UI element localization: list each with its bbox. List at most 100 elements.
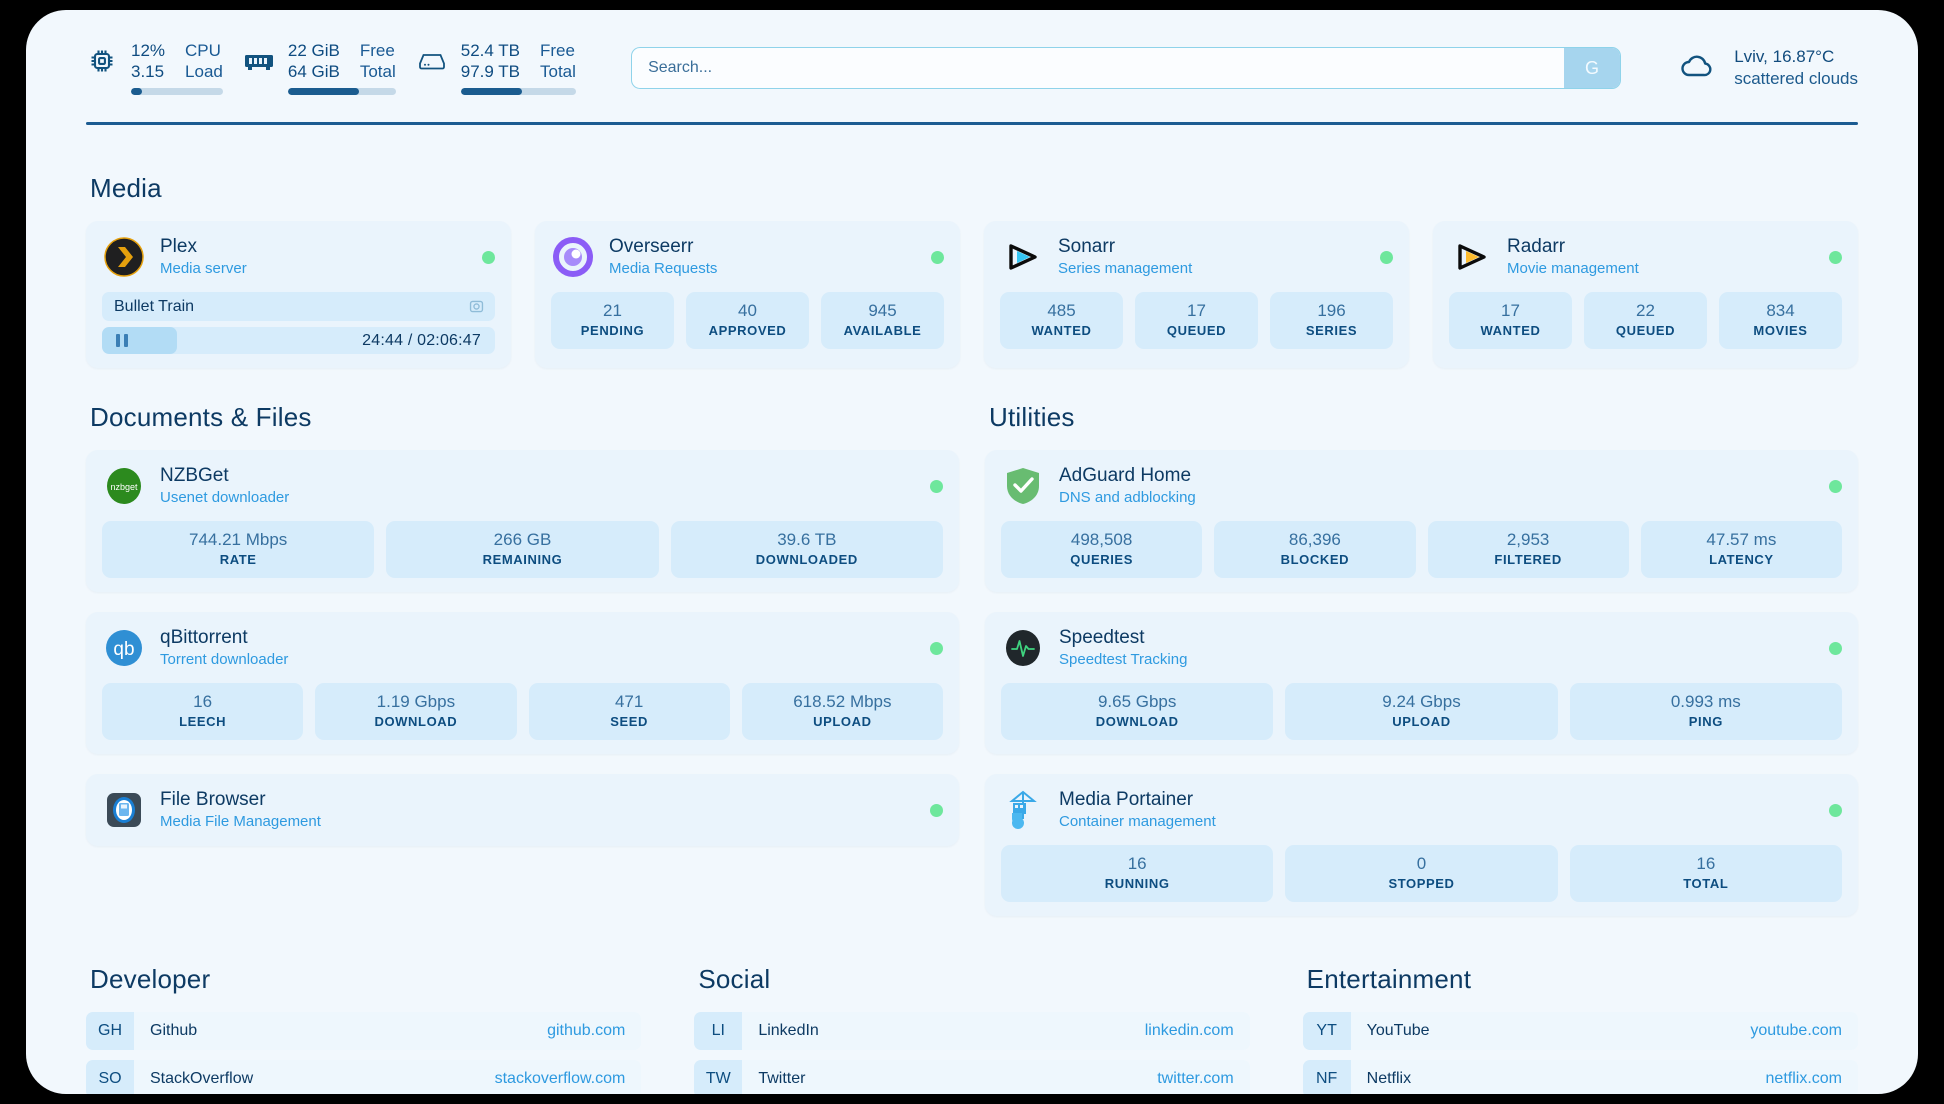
stat-tile: 9.65 Gbps DOWNLOAD (1001, 683, 1274, 740)
bookmark-item[interactable]: TW Twitter twitter.com (694, 1060, 1250, 1094)
stat-row: 744.21 Mbps RATE 266 GB REMAINING 39.6 T… (102, 521, 943, 578)
stat-label: WANTED (1480, 323, 1541, 338)
cast-icon[interactable] (468, 298, 485, 315)
bookmark-url: youtube.com (1750, 1022, 1842, 1039)
search-input[interactable] (632, 48, 1565, 88)
service-card-overseerr[interactable]: Overseerr Media Requests 21 PENDING 40 A… (535, 221, 960, 368)
bookmark-url: netflix.com (1765, 1070, 1842, 1087)
bookmark-item[interactable]: YT YouTube youtube.com (1302, 1012, 1858, 1050)
now-playing-progress[interactable]: 24:44 / 02:06:47 (102, 327, 495, 354)
stat-row: 16 LEECH 1.19 Gbps DOWNLOAD 471 SEED (102, 683, 943, 740)
service-name: File Browser (160, 789, 266, 810)
stat-label: MOVIES (1753, 323, 1808, 338)
service-card-file-browser[interactable]: File Browser Media File Management (86, 774, 959, 846)
stat-value: 16 (1127, 854, 1147, 873)
stat-value: 22 (1636, 301, 1655, 320)
service-subtitle: Container management (1059, 813, 1216, 830)
service-subtitle: DNS and adblocking (1059, 489, 1196, 506)
stat-label: PENDING (580, 323, 645, 338)
stat-label: DOWNLOAD (374, 714, 458, 729)
service-subtitle: Media server (160, 260, 247, 277)
bookmark-name: Netflix (1366, 1070, 1412, 1087)
bookmark-item[interactable]: SO StackOverflow stackoverflow.com (86, 1060, 642, 1094)
bookmark-name: Twitter (758, 1070, 806, 1087)
stat-value: 40 (738, 301, 757, 320)
svg-text:qb: qb (113, 639, 134, 660)
filebrowser-icon (102, 788, 146, 832)
weather-widget: Lviv, 16.87°C scattered clouds (1676, 46, 1858, 90)
stat-tile: 618.52 Mbps UPLOAD (741, 683, 943, 740)
stat-value: 618.52 Mbps (793, 692, 892, 711)
status-badge (1829, 641, 1842, 655)
pause-icon[interactable] (116, 334, 128, 347)
stat-value: 2,953 (1506, 530, 1550, 549)
bookmark-item[interactable]: NF Netflix netflix.com (1302, 1060, 1858, 1094)
stat-tile: 0.993 ms PING (1569, 683, 1842, 740)
search-area: G (576, 47, 1676, 89)
stat-label: QUEUED (1615, 323, 1676, 338)
bookmark-abbr: TW (694, 1060, 743, 1094)
utilities-column: Utilities AdGuard Home (985, 368, 1858, 916)
cloud-icon (1676, 50, 1718, 87)
now-playing-time: 24:44 / 02:06:47 (362, 331, 481, 349)
status-badge (930, 479, 943, 493)
service-card-speedtest[interactable]: Speedtest Speedtest Tracking 9.65 Gbps D… (985, 612, 1858, 754)
service-name: Media Portainer (1059, 789, 1194, 810)
svg-text:nzbget: nzbget (110, 482, 138, 492)
stat-label: STOPPED (1388, 876, 1455, 891)
search-engine-button[interactable]: G (1564, 48, 1621, 88)
bookmark-group-title: Social (698, 964, 771, 994)
service-card-nzbget[interactable]: nzbget NZBGet Usenet downloader 74 (86, 450, 959, 592)
service-subtitle: Media File Management (160, 813, 321, 830)
stat-value: 39.6 TB (777, 530, 837, 549)
bookmark-item[interactable]: GH Github github.com (86, 1012, 642, 1050)
service-card-qbittorrent[interactable]: qb qBittorrent Torrent downloader (86, 612, 959, 754)
stat-tile: 22 QUEUED (1584, 292, 1707, 349)
service-card-adguard-home[interactable]: AdGuard Home DNS and adblocking 498,508 … (985, 450, 1858, 592)
stat-tile: 744.21 Mbps RATE (102, 521, 375, 578)
stat-label: BLOCKED (1280, 552, 1350, 567)
top-bar: 12% 3.15 CPU Load (26, 10, 1918, 96)
radarr-icon (1449, 235, 1493, 279)
stat-label: LATENCY (1709, 552, 1774, 567)
stat-label: SEED (610, 714, 649, 729)
bookmark-group-title: Developer (90, 964, 211, 994)
status-badge (930, 641, 943, 655)
status-badge (1829, 250, 1842, 264)
nzbget-icon: nzbget (102, 464, 146, 508)
stat-value: 0.993 ms (1670, 692, 1741, 711)
stat-value: 498,508 (1070, 530, 1133, 549)
stat-tile: 266 GB REMAINING (386, 521, 659, 578)
bookmark-group-title: Entertainment (1306, 964, 1472, 994)
bookmark-item[interactable]: LI LinkedIn linkedin.com (694, 1012, 1250, 1050)
status-badge (931, 250, 944, 264)
service-name: NZBGet (160, 465, 229, 486)
status-badge (1380, 250, 1393, 264)
overseerr-icon (551, 235, 595, 279)
stat-tile: 17 QUEUED (1135, 292, 1258, 349)
service-card-radarr[interactable]: Radarr Movie management 17 WANTED 22 QUE… (1433, 221, 1858, 368)
stat-tile: 16 RUNNING (1001, 845, 1274, 902)
bookmark-name: StackOverflow (150, 1070, 254, 1087)
now-playing-title: Bullet Train (114, 297, 195, 315)
stat-label: LEECH (179, 714, 227, 729)
bookmark-url: github.com (547, 1022, 626, 1039)
service-subtitle: Series management (1058, 260, 1193, 277)
bookmark-abbr: GH (86, 1012, 134, 1050)
service-card-sonarr[interactable]: Sonarr Series management 485 WANTED 17 Q… (984, 221, 1409, 368)
documents-column: Documents & Files nzbget (86, 368, 959, 916)
bookmark-url: linkedin.com (1144, 1022, 1234, 1039)
memory-label-2: Total (359, 61, 396, 81)
service-card-media-portainer[interactable]: Media Portainer Container management 16 … (985, 774, 1858, 916)
stat-row: 9.65 Gbps DOWNLOAD 9.24 Gbps UPLOAD 0.99… (1001, 683, 1842, 740)
stat-value: 744.21 Mbps (189, 530, 288, 549)
search-box[interactable]: G (631, 47, 1622, 89)
stat-tile: 86,396 BLOCKED (1214, 521, 1416, 578)
stat-row: 16 RUNNING 0 STOPPED 16 TOTAL (1001, 845, 1842, 902)
stat-value: 485 (1047, 301, 1076, 320)
stat-tile: 1.19 Gbps DOWNLOAD (315, 683, 517, 740)
service-card-plex[interactable]: Plex Media server Bullet Train (86, 221, 511, 368)
service-subtitle: Speedtest Tracking (1059, 651, 1188, 668)
section-title-documents: Documents & Files (90, 402, 312, 432)
stat-value: 945 (868, 301, 897, 320)
